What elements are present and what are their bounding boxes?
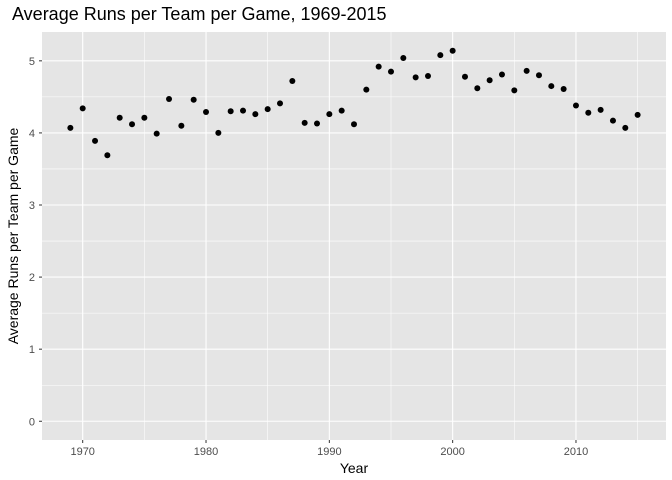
x-tick-label: 1990 — [317, 446, 341, 458]
y-tick-label: 0 — [29, 416, 35, 428]
chart-title: Average Runs per Team per Game, 1969-201… — [12, 4, 387, 24]
y-tick-label: 5 — [29, 56, 35, 68]
data-point — [560, 85, 567, 92]
data-point — [326, 111, 333, 118]
data-point — [92, 137, 99, 144]
data-point — [585, 109, 592, 116]
grid-minor-lines — [42, 32, 666, 440]
y-tick-label: 3 — [29, 200, 35, 212]
data-point — [449, 47, 456, 54]
data-point — [289, 78, 296, 85]
data-point — [215, 129, 222, 136]
data-point — [572, 102, 579, 109]
data-point — [203, 109, 210, 116]
data-point — [79, 105, 86, 112]
data-point — [129, 121, 136, 128]
data-point — [67, 124, 74, 131]
data-point — [116, 114, 123, 121]
data-point — [153, 130, 160, 137]
data-point — [363, 86, 370, 93]
x-tick-label: 2010 — [564, 446, 588, 458]
data-point — [375, 63, 382, 70]
data-point — [351, 121, 357, 128]
data-point — [424, 72, 431, 79]
data-point — [548, 83, 555, 90]
data-point — [461, 73, 468, 80]
data-point — [264, 106, 271, 113]
y-tick-label: 2 — [29, 272, 35, 284]
data-point — [535, 72, 542, 79]
y-tick-label: 4 — [29, 128, 35, 140]
y-tick-label: 1 — [29, 344, 35, 356]
data-point — [314, 120, 321, 127]
data-point — [523, 67, 530, 74]
data-point — [498, 71, 505, 78]
data-point — [190, 96, 197, 103]
data-point — [597, 106, 604, 113]
data-point — [227, 108, 234, 115]
data-point — [437, 52, 444, 59]
data-point — [301, 119, 308, 126]
data-point — [609, 117, 616, 124]
data-point — [634, 111, 641, 118]
data-point — [141, 114, 148, 121]
y-axis-ticks: 0 1 2 3 4 5 — [29, 56, 42, 428]
data-point — [400, 54, 407, 61]
data-point — [474, 85, 481, 92]
data-point — [486, 77, 493, 84]
data-point — [387, 68, 394, 75]
data-point — [178, 122, 185, 129]
data-point — [622, 124, 629, 131]
y-axis-title: Average Runs per Team per Game — [5, 127, 21, 344]
data-point — [104, 152, 111, 159]
plot-panel — [42, 32, 666, 440]
x-axis-title: Year — [340, 460, 369, 476]
data-point — [412, 74, 419, 81]
x-axis-ticks: 1970 1980 1990 2000 2010 — [70, 440, 588, 458]
x-tick-label: 1980 — [194, 446, 218, 458]
data-points — [67, 47, 641, 159]
data-point — [338, 107, 345, 114]
data-point — [166, 96, 173, 103]
data-point — [277, 100, 284, 107]
data-point — [511, 87, 518, 94]
x-tick-label: 2000 — [440, 446, 464, 458]
data-point — [252, 111, 259, 118]
grid-major-lines — [42, 32, 666, 440]
x-tick-label: 1970 — [70, 446, 94, 458]
data-point — [240, 107, 247, 114]
